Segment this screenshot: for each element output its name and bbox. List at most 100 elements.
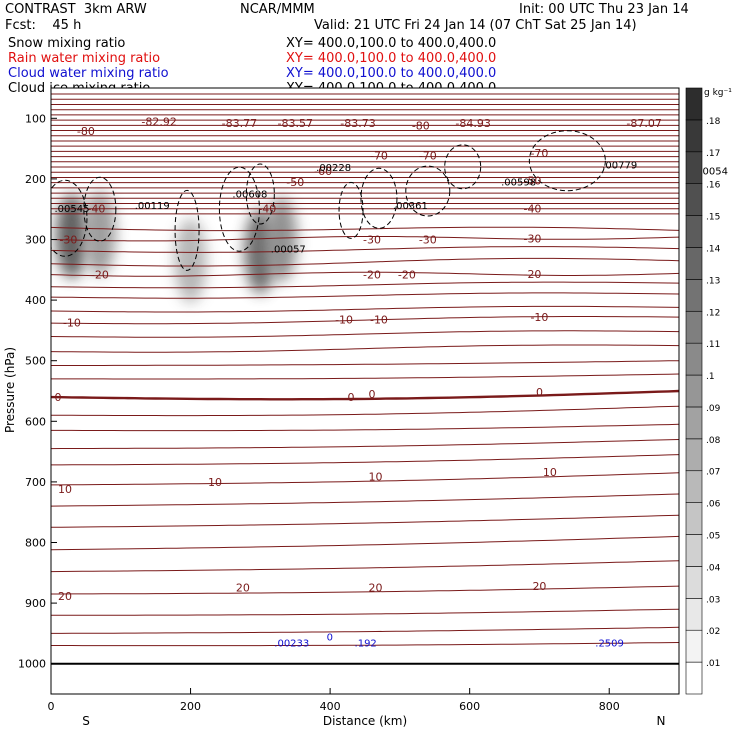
- colorbar-level: .09: [706, 404, 721, 414]
- isotherm: [51, 514, 679, 528]
- field-snow-name: Snow mixing ratio: [8, 36, 126, 51]
- isotherm-label: -20: [398, 269, 416, 282]
- x-tick-label: 200: [180, 700, 201, 713]
- colorbar-swatch: [685, 247, 703, 280]
- colorbar-level: .06: [706, 500, 721, 510]
- colorbar-level: .04: [706, 563, 721, 573]
- isotherm: [51, 454, 679, 466]
- cloud-ice-contour-8: [444, 144, 482, 190]
- maximum-label: .00779: [602, 160, 637, 171]
- isotherm-label: -82.92: [141, 115, 176, 128]
- isotherm-label: -87.07: [626, 117, 661, 130]
- maximum-label: .00361: [393, 201, 428, 212]
- isotherm-label: -60: [314, 165, 332, 178]
- y-tick-label: 1000: [18, 658, 46, 671]
- colorbar-swatch: [685, 406, 703, 440]
- plot-area: [51, 88, 679, 694]
- colorbar-swatch: [685, 598, 703, 631]
- field-rain-name: Rain water mixing ratio: [8, 51, 161, 66]
- maximum-label: .00608: [232, 189, 267, 200]
- isotherm-label: 0: [368, 388, 375, 401]
- y-tick-label: 500: [25, 355, 46, 368]
- orientation-north: N: [657, 714, 666, 728]
- isotherm-label: -20: [523, 268, 541, 281]
- colorbar-swatch: [685, 342, 703, 376]
- isotherm-label: 20: [368, 581, 382, 594]
- isotherm: [51, 585, 679, 595]
- maximum-label: .00598: [501, 177, 536, 188]
- axes: Pressure (hPa) Distance (km) S N 0 200 400…: [3, 112, 665, 728]
- isotherm: [51, 642, 679, 647]
- isotherm-label: -20: [91, 269, 109, 282]
- isotherm-label: -10: [530, 311, 548, 324]
- colorbar-swatch: [685, 151, 703, 184]
- cloud-ice-contour-2: [174, 189, 200, 271]
- isotherm-label: -10: [370, 313, 388, 326]
- colorbar-level: .18: [706, 117, 721, 127]
- isotherm-label: -70: [419, 149, 437, 162]
- colorbar-swatch: [685, 119, 703, 153]
- cloud-ice-contour-5: [338, 181, 364, 239]
- y-axis-label: Pressure (hPa): [3, 347, 17, 433]
- maximum-label: .00054: [693, 166, 728, 177]
- cloud-ice-contours: [51, 130, 606, 271]
- colorbar-level: .13: [706, 276, 720, 286]
- isotherm: [51, 257, 679, 267]
- cloud-ice-contour-7: [405, 165, 451, 217]
- colorbar-level: .16: [706, 181, 721, 191]
- colorbar-swatch: [685, 534, 703, 567]
- isotherm-label: -30: [419, 234, 437, 247]
- isotherm: [51, 316, 679, 325]
- x-tick-label: 800: [599, 700, 620, 713]
- colorbar-level: .03: [706, 595, 720, 605]
- field-cloudwater-name: Cloud water mixing ratio: [8, 66, 169, 81]
- isotherm-label: -40: [87, 203, 105, 216]
- isotherm: [51, 493, 679, 507]
- isotherm-label: -80: [412, 120, 430, 133]
- isotherm: [51, 423, 679, 432]
- colorbar-swatch: [685, 470, 703, 503]
- colorbar-level: .17: [706, 149, 720, 159]
- isotherm: [51, 246, 679, 253]
- y-tick-label: 300: [25, 234, 46, 247]
- isotherm: [51, 226, 679, 232]
- cloud-water-label: .00233: [274, 638, 309, 649]
- isotherm-label: 10: [368, 470, 382, 483]
- x-axis-label: Distance (km): [323, 714, 407, 728]
- colorbar-level: .02: [706, 627, 720, 637]
- isotherm-label: -10: [63, 317, 81, 330]
- isotherm-label: -50: [523, 175, 541, 188]
- isotherm: [51, 236, 679, 242]
- snow-core-4: [265, 197, 298, 282]
- isotherm: [51, 560, 679, 573]
- x-tick-label: 600: [459, 700, 480, 713]
- cloud-ice-contour-0: [51, 179, 88, 257]
- snow-core-0: [55, 194, 88, 279]
- field-cloudwater-xy: XY= 400.0,100.0 to 400.0,400.0: [286, 66, 497, 81]
- colorbar-swatch: [685, 310, 703, 344]
- model-title: CONTRAST 3km ARW: [5, 2, 147, 17]
- isotherm: [51, 330, 679, 338]
- contour-labels: -80 -82.92 -83.77 -83.57 -83.73 -80 -84.93 -87.…: [54, 115, 727, 649]
- maximum-label: .00545: [54, 204, 89, 215]
- isotherm-label: -30: [363, 234, 381, 247]
- y-tick-label: 400: [25, 294, 46, 307]
- isotherm-label: 10: [58, 483, 72, 496]
- cloud-water-label: 0: [327, 632, 333, 643]
- colorbar-level: .01: [706, 659, 720, 669]
- colorbar-level: .11: [706, 340, 720, 350]
- isotherm: [51, 535, 679, 551]
- isotherm-label: -40: [523, 203, 541, 216]
- cloud-water-label: .192: [355, 638, 377, 649]
- isotherm: [51, 439, 679, 450]
- forecast-hour: Fcst: 45 h: [5, 18, 82, 33]
- cloud-ice-contour-9: [528, 130, 606, 192]
- colorbar-swatch: [685, 438, 703, 472]
- isotherm: [51, 360, 679, 366]
- temperature-isotherms: [51, 93, 679, 647]
- cloud-ice-contour-3: [218, 166, 260, 252]
- isotherm-label: -10: [335, 313, 353, 326]
- x-tick-label: 400: [320, 700, 341, 713]
- cloud-water-label: .2509: [595, 638, 624, 649]
